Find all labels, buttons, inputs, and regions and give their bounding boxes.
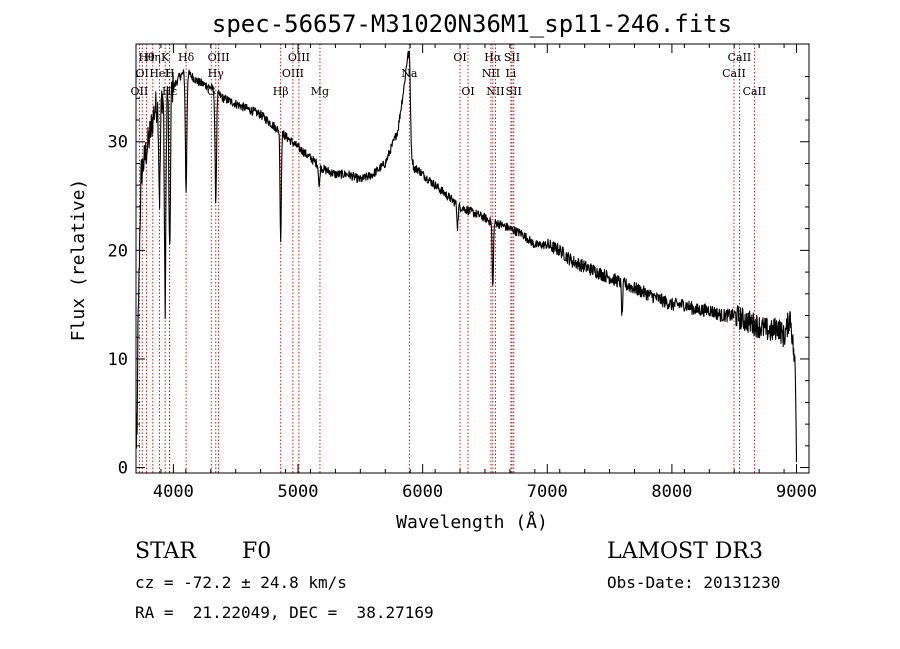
y-axis: 0 10 20 30 bbox=[108, 76, 809, 479]
object-class: STAR bbox=[135, 539, 196, 564]
line-marker-label: Hθ bbox=[138, 51, 155, 64]
line-marker-label: H bbox=[165, 67, 175, 80]
x-tick-label: 7000 bbox=[527, 482, 568, 502]
line-marker-label: NII bbox=[486, 85, 504, 98]
line-marker-label: OIII bbox=[288, 51, 310, 64]
x-tick-label: 8000 bbox=[651, 482, 692, 502]
obs-date: Obs-Date: 20131230 bbox=[607, 573, 781, 592]
survey-name: LAMOST DR3 bbox=[607, 539, 763, 564]
coordinates-text: RA = 21.22049, DEC = 38.27169 bbox=[135, 603, 434, 622]
line-markers bbox=[138, 44, 755, 473]
line-marker-label: Hα bbox=[484, 51, 502, 64]
line-marker-labels: OIIOIHθHηHeIKHHεHδGHγOIIIHβOIIIOIIIMgNaO… bbox=[131, 51, 767, 98]
line-marker-label: SII bbox=[504, 51, 520, 64]
x-tick-label: 4000 bbox=[153, 482, 194, 502]
line-marker-label: OI bbox=[136, 67, 149, 80]
line-marker-label: SII bbox=[506, 85, 522, 98]
line-marker-label: OI bbox=[461, 85, 474, 98]
line-marker-label: OII bbox=[131, 85, 149, 98]
line-marker-label: Mg bbox=[311, 85, 329, 98]
spectrum-chart: spec-56657-M31020N36M1_sp11-246.fits OII… bbox=[68, 10, 817, 533]
x-tick-label: 5000 bbox=[278, 482, 319, 502]
line-marker-label: OIII bbox=[282, 67, 304, 80]
plot-frame bbox=[135, 43, 810, 474]
spectrum-line bbox=[135, 50, 798, 463]
line-marker-label: G bbox=[207, 85, 216, 98]
line-marker-label: NII bbox=[482, 67, 500, 80]
line-marker-label: Hδ bbox=[178, 51, 195, 64]
line-marker-label: K bbox=[161, 51, 170, 64]
line-marker-label: CaII bbox=[722, 67, 746, 80]
spectral-subclass: F0 bbox=[242, 539, 272, 564]
line-marker-label: Hγ bbox=[208, 67, 225, 80]
y-tick-label: 20 bbox=[108, 241, 128, 261]
x-axis-label: Wavelength (Å) bbox=[396, 511, 548, 533]
line-marker-label: Hη bbox=[145, 51, 161, 64]
y-axis-label: Flux (relative) bbox=[68, 179, 89, 342]
line-marker-label: OIII bbox=[208, 51, 230, 64]
x-axis: 4000 5000 6000 7000 8000 9000 bbox=[135, 44, 817, 502]
line-marker-label: HeI bbox=[149, 67, 169, 80]
y-tick-label: 30 bbox=[108, 133, 128, 153]
y-tick-label: 0 bbox=[118, 459, 128, 479]
chart-title: spec-56657-M31020N36M1_sp11-246.fits bbox=[212, 10, 732, 38]
redshift-text: cz = -72.2 ± 24.8 km/s bbox=[135, 573, 347, 592]
x-tick-label: 9000 bbox=[776, 482, 817, 502]
line-marker-label: CaII bbox=[743, 85, 767, 98]
line-marker-label: CaII bbox=[728, 51, 752, 64]
line-marker-label: OI bbox=[453, 51, 466, 64]
line-marker-label: Hβ bbox=[273, 85, 289, 98]
x-tick-label: 6000 bbox=[402, 482, 443, 502]
line-marker-label: Li bbox=[505, 67, 516, 80]
y-tick-label: 10 bbox=[108, 350, 128, 370]
